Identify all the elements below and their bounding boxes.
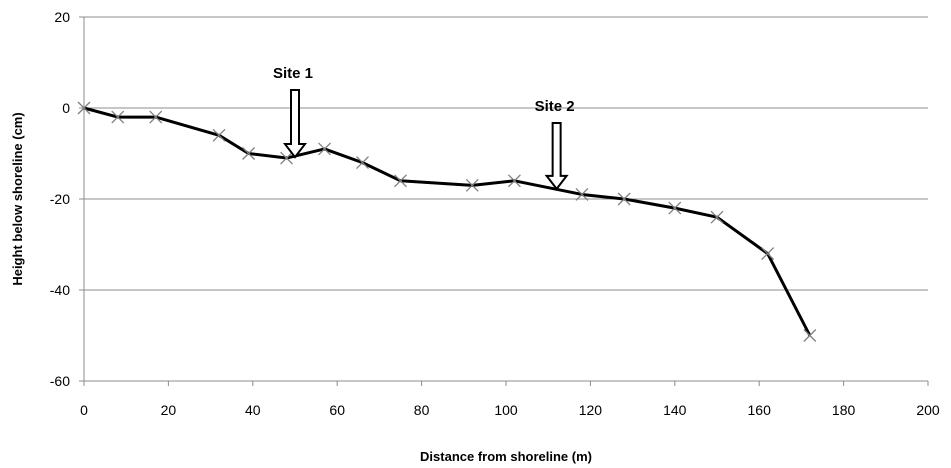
x-tick-label: 100 [494,402,518,418]
x-tick-label: 160 [748,402,772,418]
x-tick-label: 40 [245,402,261,418]
x-tick-label: 180 [832,402,856,418]
y-tick-label: 0 [62,100,70,116]
gridlines [84,16,928,291]
annotations: Site 1 Site 2 [273,65,575,191]
data-point [761,247,775,261]
data-point [803,329,817,342]
annotation-label: Site 2 [535,98,575,115]
annotation-label: Site 1 [273,65,313,82]
data-point [710,210,724,224]
data-point [617,192,631,206]
x-tick-label: 20 [161,402,177,418]
y-tick-label: -20 [50,191,70,207]
data-point [77,101,91,115]
y-axis-title: Height below shoreline (cm) [10,112,25,285]
data-point [111,110,125,124]
data-point [356,156,369,170]
x-tick-labels: 0 20 40 60 80 100 120 140 160 180 200 [80,402,940,418]
y-tick-label: 20 [54,9,70,25]
x-tick-label: 80 [414,402,430,418]
data-point [242,147,256,160]
annotation-arrow [544,122,569,191]
y-tick-labels: 20 0 -20 -40 -60 [50,9,70,389]
data-point [149,110,163,124]
x-tick-label: 60 [329,402,345,418]
data-point [465,178,479,192]
data-point [575,187,589,201]
series-line [83,106,812,337]
annotation-arrow [282,89,308,159]
data-point [318,142,331,156]
y-tick-label: -40 [50,282,70,298]
data-point [507,174,521,188]
x-tick-label: 0 [80,402,88,418]
x-tick-label: 200 [916,402,940,418]
series-group [77,101,817,342]
x-tick-label: 140 [663,402,687,418]
data-point [668,201,682,215]
x-tick-label: 120 [579,402,603,418]
y-tick-label: -60 [50,373,70,389]
data-point [212,128,226,142]
data-point [280,151,294,165]
axes [79,16,929,386]
data-point [394,174,407,188]
x-axis-title: Distance from shoreline (m) [420,449,592,464]
